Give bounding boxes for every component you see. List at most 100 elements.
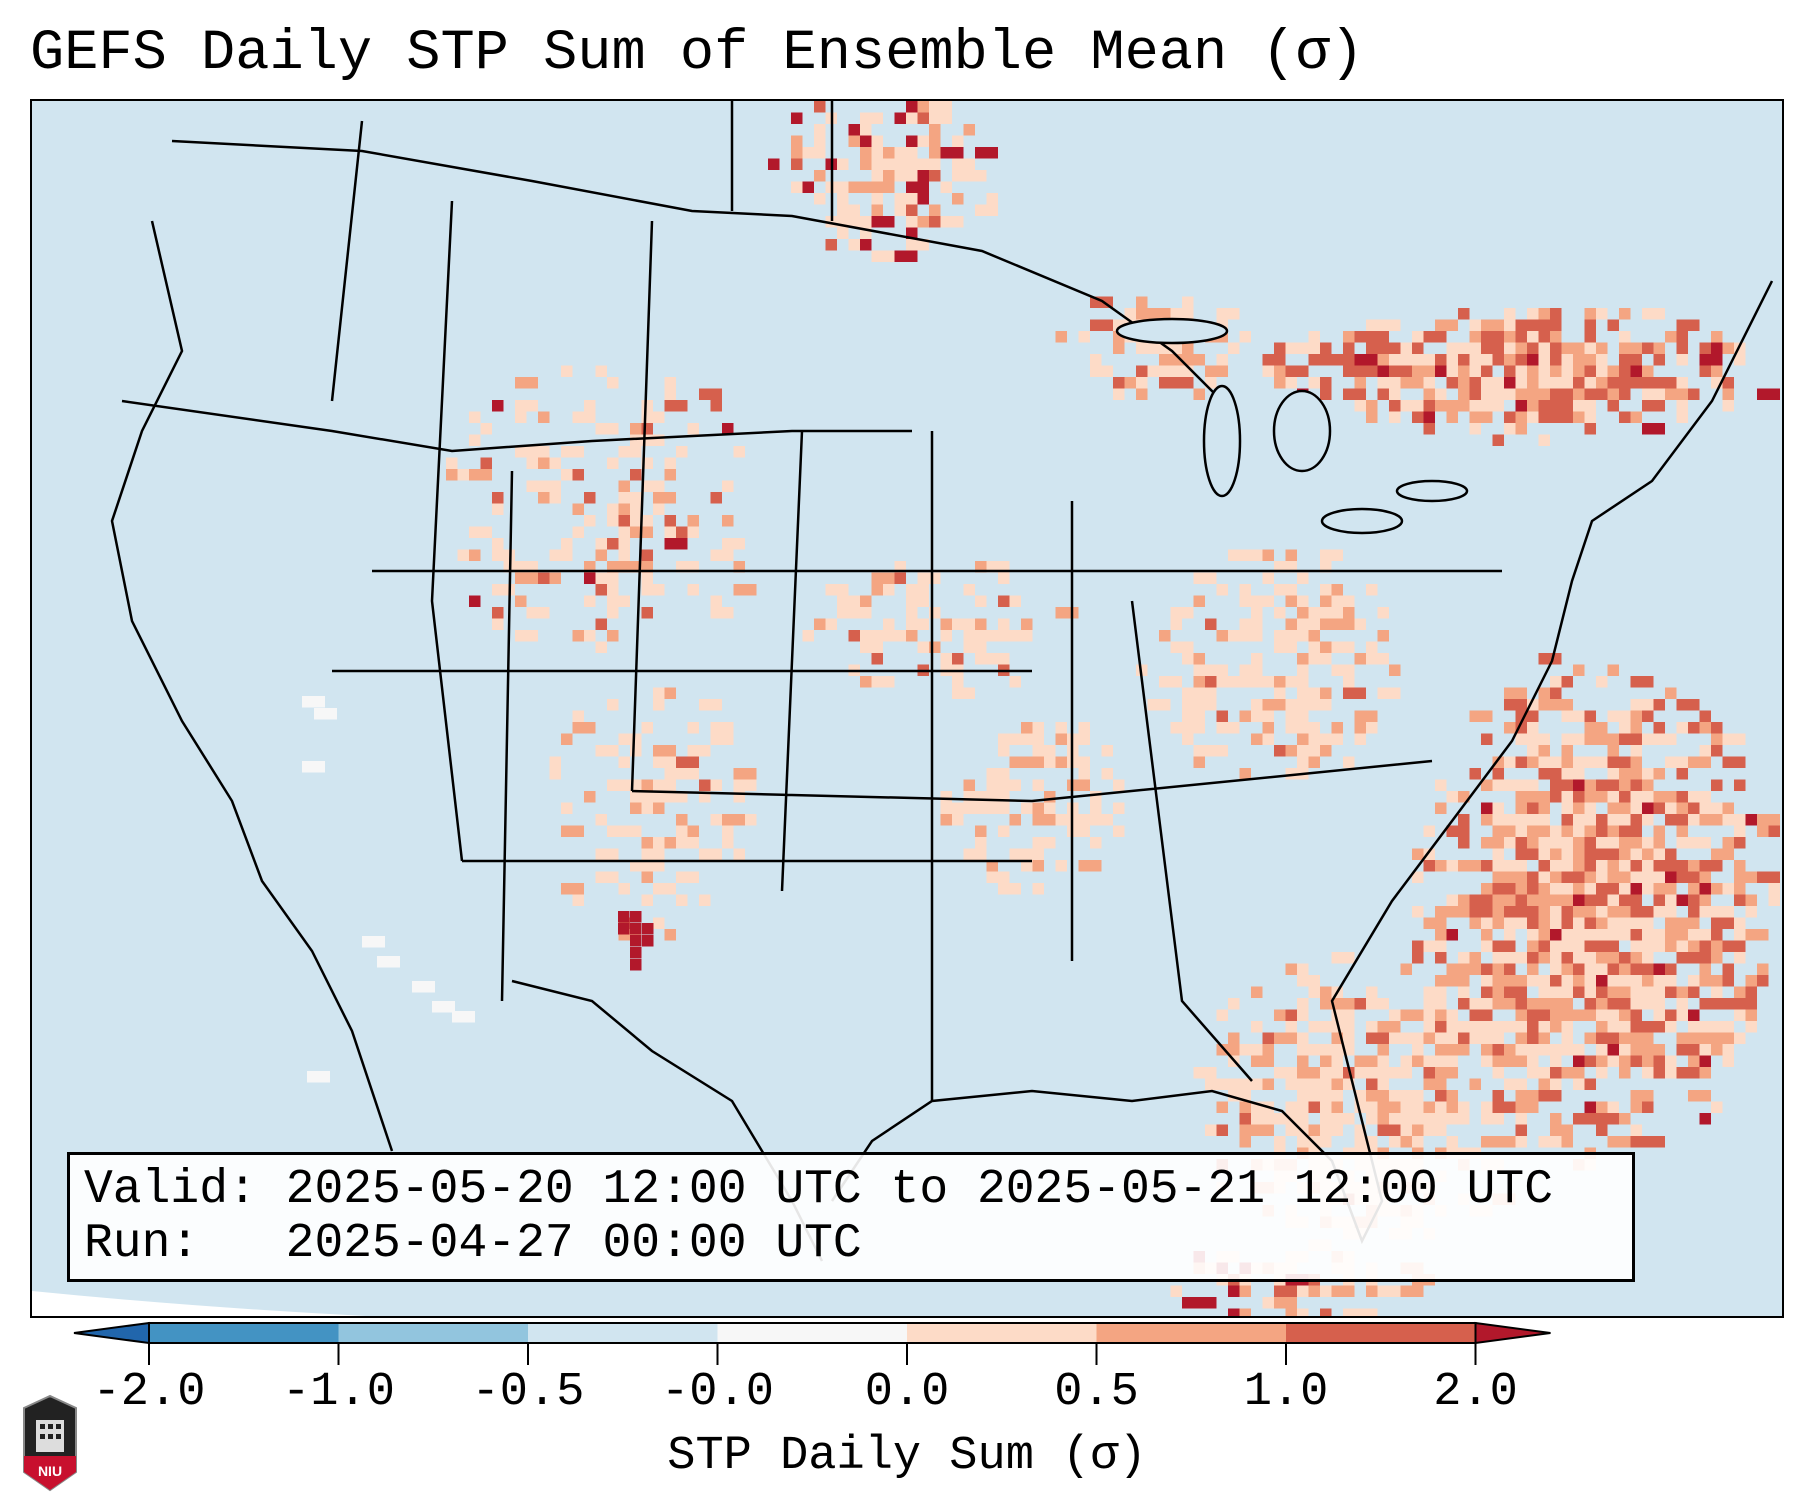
anomaly-cell <box>1147 365 1171 377</box>
anomaly-cell <box>1446 1101 1458 1113</box>
anomaly-cell <box>1009 848 1021 860</box>
anomaly-cell <box>1527 354 1539 366</box>
lake <box>1272 389 1332 473</box>
anomaly-cell <box>975 837 987 849</box>
anomaly-cell <box>1527 837 1539 849</box>
anomaly-cell <box>1412 377 1424 389</box>
anomaly-cell <box>469 526 492 538</box>
anomaly-cell <box>1354 400 1366 412</box>
anomaly-cell <box>1550 871 1562 883</box>
anomaly-cell <box>1550 963 1562 975</box>
anomaly-cell <box>1688 1055 1700 1067</box>
lake <box>1202 384 1242 498</box>
anomaly-cell <box>1412 331 1424 343</box>
anomaly-cell <box>1619 837 1642 849</box>
anomaly-cell <box>791 112 803 124</box>
anomaly-cell <box>1665 906 1677 918</box>
anomaly-cell <box>1090 365 1102 377</box>
anomaly-cell <box>1113 342 1125 354</box>
anomaly-cell <box>1285 630 1309 642</box>
anomaly-cell <box>1688 1009 1700 1021</box>
anomaly-cell <box>687 825 699 837</box>
colorbar-extend-high <box>1474 1321 1551 1345</box>
anomaly-cell <box>1745 894 1757 906</box>
anomaly-cell <box>975 802 987 814</box>
anomaly-cell <box>745 779 757 791</box>
anomaly-cell <box>584 400 596 412</box>
anomaly-cell <box>1527 963 1539 975</box>
anomaly-cell <box>618 549 630 561</box>
anomaly-cell <box>1538 802 1550 814</box>
anomaly-cell <box>1527 975 1539 987</box>
anomaly-cell <box>952 170 964 182</box>
anomaly-cell <box>1239 1113 1251 1125</box>
anomaly-cell <box>1492 434 1504 446</box>
anomaly-cell <box>1550 687 1562 699</box>
anomaly-cell <box>1343 1078 1355 1090</box>
anomaly-cell <box>1550 319 1562 331</box>
anomaly-cell <box>1722 975 1734 987</box>
anomaly-cell <box>1504 963 1516 975</box>
anomaly-cell <box>1481 929 1493 941</box>
anomaly-cell <box>722 814 745 826</box>
anomaly-cell <box>1561 929 1573 941</box>
anomaly-cell <box>1193 745 1205 757</box>
anomaly-cell <box>1297 1055 1309 1067</box>
anomaly-cell <box>1481 1055 1493 1067</box>
anomaly-cell <box>1607 894 1619 906</box>
anomaly-cell <box>1676 699 1700 711</box>
anomaly-cell <box>1619 952 1631 964</box>
anomaly-cell <box>1504 975 1516 987</box>
anomaly-cell <box>492 584 515 596</box>
anomaly-cell <box>492 538 504 550</box>
anomaly-cell <box>687 745 699 757</box>
anomaly-cell <box>1504 377 1516 389</box>
anomaly-cell <box>1389 1090 1401 1102</box>
anomaly-cell <box>1596 1124 1608 1136</box>
anomaly-cell <box>1538 952 1550 964</box>
anomaly-cell <box>1492 779 1504 791</box>
anomaly-cell <box>722 538 745 550</box>
anomaly-cell <box>1550 779 1562 791</box>
anomaly-cell <box>1423 1113 1435 1125</box>
anomaly-cell <box>710 595 722 607</box>
anomaly-cell <box>1147 699 1159 711</box>
anomaly-cell <box>1285 1101 1309 1113</box>
anomaly-cell <box>1423 825 1435 837</box>
anomaly-cell <box>492 618 504 630</box>
anomaly-cell <box>1607 1032 1619 1044</box>
anomaly-cell <box>1032 722 1044 734</box>
anomaly-cell <box>1366 722 1378 734</box>
anomaly-cell <box>1722 998 1734 1010</box>
anomaly-cell <box>1504 825 1516 837</box>
anomaly-cell <box>1550 1124 1562 1136</box>
anomaly-cell <box>1561 906 1573 918</box>
anomaly-cell <box>1665 1067 1677 1079</box>
anomaly-cell <box>1331 595 1355 607</box>
anomaly-cell <box>1630 963 1642 975</box>
colorbar-tick-label: -0.0 <box>661 1366 774 1419</box>
anomaly-cell <box>1343 756 1355 768</box>
anomaly-cell <box>1676 319 1700 331</box>
anomaly-cell <box>917 572 941 584</box>
anomaly-cell <box>1170 722 1182 734</box>
anomaly-cell <box>1469 860 1481 872</box>
anomaly-cell <box>549 549 573 561</box>
anomaly-cell <box>1469 365 1481 377</box>
anomaly-cell <box>1412 1055 1424 1067</box>
anomaly-cell <box>641 411 653 423</box>
anomaly-cell <box>1584 388 1596 400</box>
anomaly-cell <box>1400 1009 1412 1021</box>
anomaly-cell <box>1561 745 1573 757</box>
anomaly-cell <box>549 572 561 584</box>
anomaly-cell <box>906 618 918 630</box>
anomaly-cell <box>572 894 584 906</box>
anomaly-cell <box>1573 952 1585 964</box>
anomaly-cell <box>1366 1136 1378 1148</box>
anomaly-cell <box>1285 377 1297 389</box>
anomaly-cell <box>584 791 596 803</box>
anomaly-cell <box>1090 791 1102 803</box>
anomaly-cell <box>1297 572 1309 584</box>
anomaly-cell <box>710 779 722 791</box>
anomaly-cell <box>1308 1021 1320 1033</box>
